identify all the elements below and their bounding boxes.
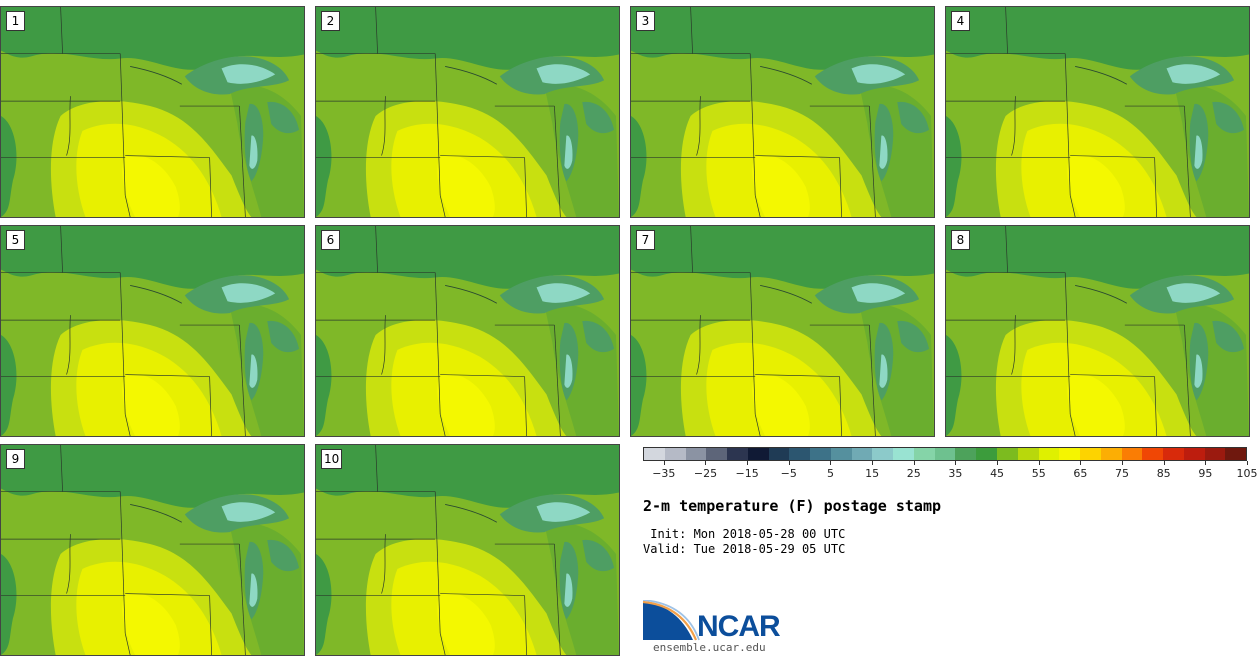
- member-map-panel: 4: [945, 6, 1250, 218]
- colorbar-segment: [851, 448, 873, 460]
- colorbar-tick-label: −35: [652, 467, 676, 480]
- member-number-label: 4: [951, 11, 970, 31]
- ncar-logo-icon: [643, 600, 700, 641]
- colorbar-segment: [1080, 448, 1101, 460]
- member-map-panel: 2: [315, 6, 620, 218]
- colorbar-segment: [1038, 448, 1060, 460]
- colorbar-ticks: −35−25−15−55152535455565758595105115: [643, 461, 1258, 481]
- colorbar-tick-label: 95: [1198, 467, 1213, 480]
- colorbar-tick-label: 15: [865, 467, 880, 480]
- colorbar-segment: [747, 448, 769, 460]
- member-map-panel: 6: [315, 225, 620, 437]
- colorbar-tick: [1038, 461, 1040, 465]
- colorbar-segment: [1017, 448, 1039, 460]
- colorbar-tick: [913, 461, 915, 465]
- colorbar-segment: [810, 448, 831, 460]
- member-number-label: 9: [6, 449, 25, 469]
- member-number-label: 10: [321, 449, 343, 469]
- colorbar-tick: [997, 461, 999, 465]
- colorbar-tick-label: −25: [693, 467, 718, 480]
- colorbar-tick-label: 75: [1115, 467, 1130, 480]
- colorbar-tick: [830, 461, 832, 465]
- colorbar-tick-label: 5: [826, 467, 834, 480]
- temperature-colorbar: [643, 447, 1247, 461]
- colorbar-tick-label: −15: [735, 467, 759, 480]
- colorbar-tick: [747, 461, 749, 465]
- colorbar-tick-label: 25: [906, 467, 921, 480]
- member-number-label: 6: [321, 230, 340, 250]
- colorbar-tick: [1163, 461, 1165, 465]
- colorbar-segment: [1059, 448, 1081, 460]
- colorbar-segment: [1100, 448, 1122, 460]
- colorbar-segment: [1121, 448, 1143, 460]
- member-map-panel: 9: [0, 444, 305, 656]
- site-url: ensemble.ucar.edu: [653, 641, 766, 654]
- member-number-label: 2: [321, 11, 340, 31]
- colorbar-tick: [1205, 461, 1207, 465]
- colorbar-segment: [1183, 448, 1205, 460]
- member-map-panel: 3: [630, 6, 935, 218]
- colorbar-tick: [1247, 461, 1248, 465]
- colorbar-segment: [1163, 448, 1184, 460]
- init-time: Init: Mon 2018-05-28 00 UTC: [643, 527, 846, 541]
- colorbar-tick-label: 45: [990, 467, 1005, 480]
- member-number-label: 7: [636, 230, 655, 250]
- colorbar-segment: [1204, 448, 1226, 460]
- colorbar-tick-label: 35: [948, 467, 963, 480]
- member-number-label: 1: [6, 11, 25, 31]
- page-title: 2-m temperature (F) postage stamp: [643, 497, 942, 515]
- colorbar-segment: [997, 448, 1018, 460]
- colorbar-segment: [1142, 448, 1164, 460]
- colorbar-segment: [685, 448, 707, 460]
- colorbar-tick: [1080, 461, 1082, 465]
- colorbar-tick-label: 55: [1031, 467, 1046, 480]
- colorbar-segment: [664, 448, 686, 460]
- colorbar-segment: [893, 448, 914, 460]
- colorbar-tick-label: 105: [1236, 467, 1258, 480]
- colorbar-segment: [872, 448, 894, 460]
- colorbar-segment: [955, 448, 977, 460]
- colorbar-segment: [913, 448, 935, 460]
- colorbar-tick: [1122, 461, 1124, 465]
- colorbar-tick: [955, 461, 957, 465]
- colorbar-segment: [768, 448, 790, 460]
- member-map-panel: 10: [315, 444, 620, 656]
- colorbar-segment: [976, 448, 998, 460]
- colorbar-segment: [830, 448, 852, 460]
- colorbar-segment: [727, 448, 748, 460]
- member-number-label: 8: [951, 230, 970, 250]
- member-number-label: 3: [636, 11, 655, 31]
- colorbar-tick: [705, 461, 707, 465]
- member-map-panel: 1: [0, 6, 305, 218]
- colorbar-tick-label: 85: [1156, 467, 1171, 480]
- ncar-wordmark: NCAR: [697, 610, 781, 643]
- colorbar-segment: [644, 448, 665, 460]
- member-number-label: 5: [6, 230, 25, 250]
- member-map-panel: 5: [0, 225, 305, 437]
- colorbar-tick-label: 65: [1073, 467, 1088, 480]
- colorbar-segment: [706, 448, 728, 460]
- colorbar-tick: [872, 461, 874, 465]
- colorbar-segment: [934, 448, 956, 460]
- colorbar-tick-label: −5: [780, 467, 797, 480]
- colorbar-tick: [788, 461, 790, 465]
- colorbar-segment: [789, 448, 811, 460]
- member-map-panel: 7: [630, 225, 935, 437]
- member-map-panel: 8: [945, 225, 1250, 437]
- colorbar-tick: [663, 461, 665, 465]
- valid-time: Valid: Tue 2018-05-29 05 UTC: [643, 542, 846, 556]
- colorbar-segment: [1225, 448, 1247, 460]
